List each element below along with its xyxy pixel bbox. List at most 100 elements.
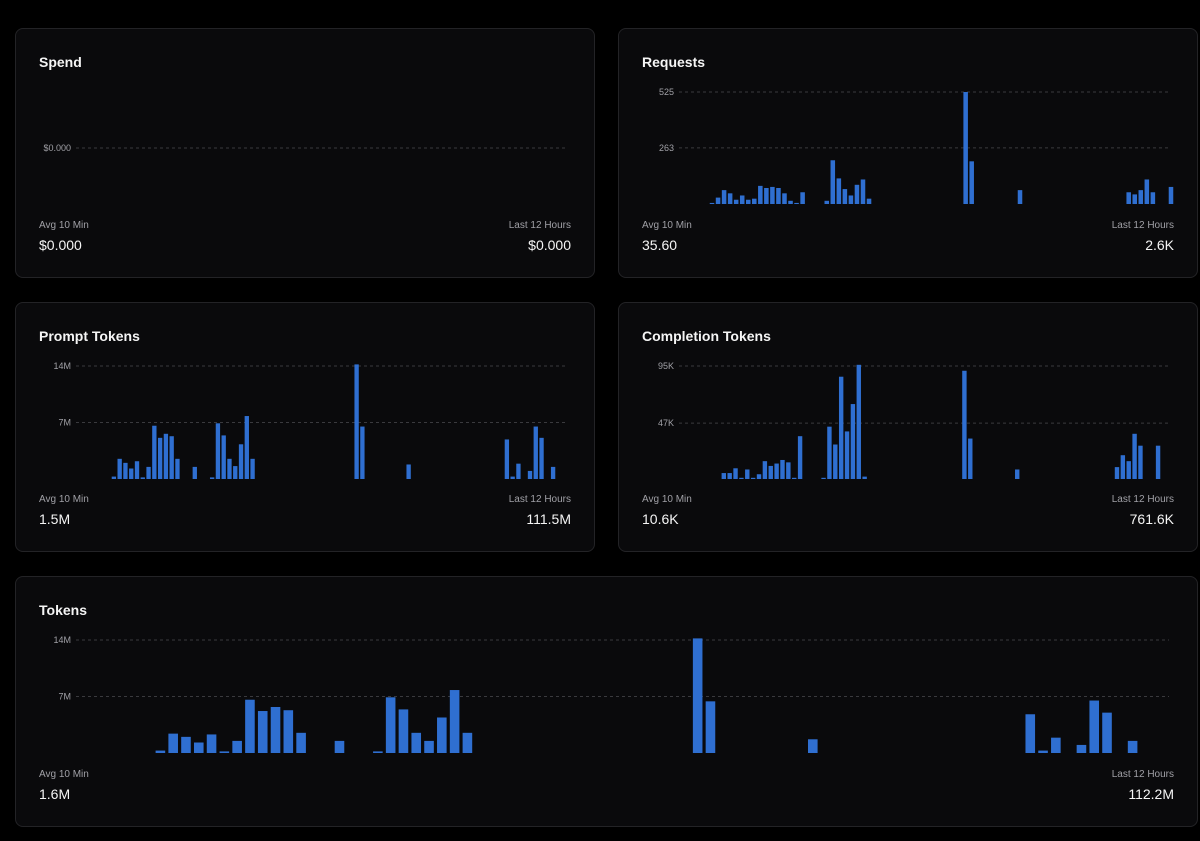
bar bbox=[283, 710, 294, 753]
bar bbox=[1138, 190, 1144, 204]
bar bbox=[824, 200, 830, 204]
avg-value: 1.5M bbox=[39, 511, 71, 527]
total-label: Last 12 Hours bbox=[1111, 220, 1174, 231]
bar bbox=[836, 178, 842, 204]
bar bbox=[780, 459, 785, 479]
bar bbox=[411, 732, 422, 753]
bar bbox=[721, 473, 726, 479]
bar bbox=[175, 458, 180, 479]
bar bbox=[462, 732, 473, 753]
bar bbox=[762, 461, 768, 479]
avg-label: Avg 10 Min bbox=[39, 494, 89, 505]
bar bbox=[169, 436, 174, 479]
bar bbox=[764, 188, 769, 204]
bar bbox=[152, 425, 157, 479]
bar bbox=[727, 193, 733, 204]
bar bbox=[782, 193, 787, 204]
bar bbox=[244, 416, 249, 479]
avg-value: $0.000 bbox=[39, 237, 82, 253]
bar bbox=[227, 458, 232, 479]
bar bbox=[134, 461, 140, 479]
bar bbox=[437, 717, 447, 753]
card-title: Tokens bbox=[39, 602, 87, 618]
bar bbox=[232, 740, 242, 753]
total-value: $0.000 bbox=[528, 237, 571, 253]
spend-card: Spend $0.000 Avg 10 Min $0.000 Last 12 H… bbox=[15, 28, 595, 278]
avg-label: Avg 10 Min bbox=[642, 220, 692, 231]
bar bbox=[1051, 737, 1061, 753]
bar bbox=[527, 470, 533, 479]
bar bbox=[146, 466, 151, 479]
bar bbox=[354, 364, 359, 479]
bar bbox=[786, 462, 791, 479]
bar bbox=[533, 426, 538, 479]
bar bbox=[221, 435, 226, 479]
bar bbox=[792, 477, 797, 479]
avg-label: Avg 10 Min bbox=[642, 494, 692, 505]
bar bbox=[969, 161, 974, 204]
bar bbox=[257, 711, 268, 753]
bar bbox=[797, 436, 803, 479]
bar bbox=[715, 197, 721, 204]
bar bbox=[209, 477, 215, 479]
completion-tokens-chart: 95K 47K bbox=[658, 361, 1169, 479]
bar bbox=[245, 699, 255, 753]
bar bbox=[733, 199, 739, 204]
y-tick-label: $0.000 bbox=[43, 143, 71, 153]
bar bbox=[1076, 744, 1087, 753]
bar bbox=[1138, 445, 1143, 479]
bar bbox=[733, 468, 738, 479]
bar bbox=[250, 458, 255, 479]
bar bbox=[866, 198, 872, 204]
bar bbox=[111, 476, 117, 479]
bar bbox=[238, 444, 244, 479]
bar bbox=[1126, 461, 1131, 479]
bar bbox=[1155, 445, 1161, 479]
bar bbox=[848, 195, 854, 204]
bar bbox=[117, 458, 122, 479]
bar bbox=[788, 200, 793, 204]
bar bbox=[842, 189, 848, 204]
total-label: Last 12 Hours bbox=[1111, 769, 1174, 780]
bar bbox=[296, 732, 306, 753]
bar bbox=[1089, 700, 1100, 753]
bar bbox=[1127, 740, 1138, 753]
bar bbox=[140, 477, 145, 479]
total-value: 761.6K bbox=[1129, 511, 1174, 527]
completion-tokens-card: Completion Tokens 95K 47K Avg 10 Min 10.6… bbox=[618, 302, 1198, 552]
avg-value: 10.6K bbox=[642, 511, 679, 527]
bar bbox=[1038, 750, 1048, 753]
bar bbox=[794, 202, 799, 204]
bar bbox=[155, 750, 166, 753]
bar bbox=[752, 198, 757, 204]
total-label: Last 12 Hours bbox=[508, 494, 571, 505]
bar bbox=[192, 466, 197, 479]
bar bbox=[193, 742, 204, 753]
avg-value: 1.6M bbox=[39, 786, 71, 802]
bar bbox=[1144, 179, 1150, 204]
prompt-tokens-card: Prompt Tokens 14M 7M Avg 10 Min 1.5M Last… bbox=[15, 302, 595, 552]
bar bbox=[1132, 433, 1137, 479]
bar bbox=[774, 463, 779, 479]
bar bbox=[360, 426, 365, 479]
bar bbox=[705, 701, 716, 753]
total-value: 2.6K bbox=[1145, 237, 1174, 253]
bar bbox=[830, 160, 836, 204]
card-title: Prompt Tokens bbox=[39, 328, 140, 344]
bar bbox=[1126, 192, 1131, 204]
bar bbox=[1120, 455, 1126, 479]
bar bbox=[1168, 186, 1174, 204]
bar bbox=[123, 462, 128, 479]
y-tick-label: 14M bbox=[53, 635, 71, 645]
y-tick-label: 7M bbox=[58, 692, 71, 702]
bar bbox=[692, 638, 703, 753]
avg-value: 35.60 bbox=[642, 237, 678, 253]
prompt-tokens-chart: 14M 7M bbox=[53, 361, 566, 479]
total-label: Last 12 Hours bbox=[1111, 494, 1174, 505]
bar bbox=[963, 92, 968, 204]
bar bbox=[373, 751, 383, 753]
bar bbox=[504, 439, 510, 479]
avg-label: Avg 10 Min bbox=[39, 220, 89, 231]
avg-label: Avg 10 Min bbox=[39, 769, 89, 780]
bar bbox=[739, 195, 745, 204]
